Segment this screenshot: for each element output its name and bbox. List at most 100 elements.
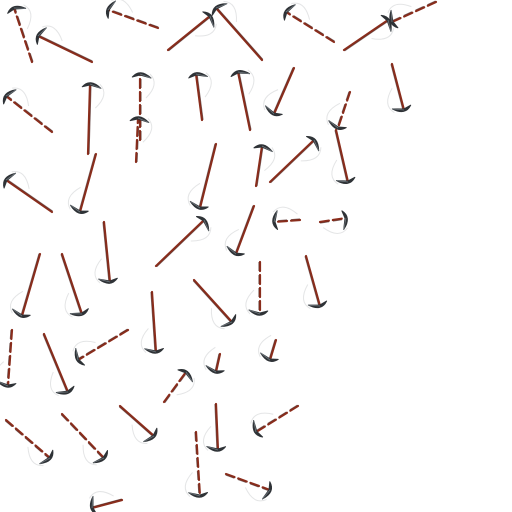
pickaxe-head-highlight — [203, 219, 210, 231]
pickaxe-handle — [272, 66, 296, 116]
pickaxe-sprite — [192, 278, 237, 330]
motion-trail — [184, 472, 193, 497]
pickaxe-head — [3, 172, 17, 189]
pickaxe-handle-shadow — [118, 406, 154, 438]
pickaxe-handle — [334, 128, 350, 184]
pickaxe-sprite — [258, 334, 279, 362]
pickaxe-head — [389, 9, 399, 29]
pickaxe-head-highlight — [70, 204, 81, 213]
pickaxe-sprite — [10, 252, 42, 318]
pickaxe-head-highlight — [273, 210, 278, 223]
pickaxe-handle-shadow — [272, 67, 294, 114]
motion-trail — [331, 159, 339, 185]
pickaxe-head-highlight — [5, 89, 17, 97]
motion-trail — [88, 491, 114, 499]
pickaxe-head — [341, 210, 348, 230]
pickaxe-head-highlight — [188, 492, 201, 497]
motion-trail — [247, 69, 255, 95]
pickaxe-handle-shadow — [273, 218, 300, 222]
pickaxe-head-highlight — [387, 19, 392, 32]
pickaxe-handle-shadow — [14, 7, 34, 62]
pickaxe-head-highlight — [343, 217, 347, 230]
pickaxe-head-highlight — [215, 3, 228, 9]
pickaxe-handle — [214, 352, 222, 374]
pickaxe-sprite — [283, 2, 336, 44]
motion-trail — [224, 228, 240, 251]
pickaxe-handle-shadow — [234, 205, 254, 254]
pickaxe-handle-shadow — [42, 334, 68, 393]
pickaxe-handle-shadow — [268, 339, 276, 360]
pickaxe-handle-shadow — [198, 143, 216, 208]
pickaxe-sprite — [268, 136, 322, 184]
motion-trail — [131, 424, 148, 444]
pickaxe-sprite — [67, 152, 98, 214]
pickaxe-sprite — [263, 66, 296, 117]
pickaxe-handle-shadow — [344, 20, 389, 52]
pickaxe-handle — [4, 418, 52, 460]
motion-trail — [244, 487, 267, 502]
pickaxe-head-highlight — [0, 381, 9, 387]
pickaxe-handle — [254, 144, 264, 188]
pickaxe-handle-shadow — [286, 10, 335, 42]
motion-trail — [82, 444, 97, 466]
motion-trail — [203, 346, 216, 371]
pickaxe-handle-shadow — [136, 118, 140, 163]
motion-trail — [23, 4, 32, 30]
pickaxe-sprite — [81, 82, 105, 156]
pickaxe-head — [69, 204, 89, 214]
pickaxe-sprite — [203, 402, 227, 452]
pickaxe-sprite — [94, 220, 118, 284]
pickaxe-handle — [42, 332, 70, 394]
pickaxe-handle — [304, 254, 322, 308]
pickaxe-sprite — [105, 0, 160, 30]
motion-trail — [187, 182, 201, 206]
pickaxe-sprite — [35, 25, 94, 64]
motion-trail — [145, 73, 155, 99]
pickaxe-handle-shadow — [38, 34, 93, 62]
pickaxe-head-highlight — [248, 309, 261, 315]
pickaxe-head — [105, 0, 116, 19]
pickaxe-sprite — [211, 0, 264, 62]
pickaxe-handle — [6, 328, 14, 388]
pickaxe-head-highlight — [308, 304, 321, 307]
pickaxe-handle-shadow — [6, 94, 53, 132]
pickaxe-handle-shadow — [270, 140, 316, 184]
motion-trail — [0, 361, 5, 367]
pickaxe-head — [205, 365, 225, 374]
pickaxe-handle — [118, 404, 156, 438]
pickaxe-handle-shadow — [255, 404, 298, 432]
pickaxe-head — [12, 308, 31, 318]
pickaxe-sprite — [4, 418, 54, 467]
pickaxe-head-highlight — [93, 457, 105, 464]
pickaxe-handle — [336, 90, 352, 130]
pickaxe-head-highlight — [139, 73, 152, 79]
pickaxe-head — [306, 136, 320, 152]
pickaxe-head — [328, 120, 347, 130]
pickaxe-sprite — [88, 491, 124, 512]
pickaxe-handle — [234, 204, 256, 256]
pickaxe-head-highlight — [328, 120, 339, 129]
pickaxe-handle-shadow — [6, 178, 53, 212]
pickaxe-handle-shadow — [6, 329, 12, 386]
motion-trail — [387, 88, 395, 113]
motion-trail — [67, 186, 81, 210]
pickaxe-handle — [198, 142, 218, 210]
motion-trail — [258, 334, 272, 358]
pickaxe-sprite — [131, 72, 155, 142]
pickaxe-head — [0, 381, 17, 388]
motion-trail — [27, 446, 44, 467]
pickaxe-handle-shadow — [216, 6, 264, 60]
pickaxe-head — [81, 82, 102, 89]
motion-trail — [72, 340, 96, 352]
pickaxe-handle-shadow — [334, 130, 348, 183]
motion-trail — [303, 284, 311, 310]
pickaxe-head-highlight — [75, 348, 79, 361]
pickaxe-handle — [20, 252, 42, 318]
pickaxe-head-highlight — [143, 435, 155, 442]
pickaxe-head-highlight — [237, 71, 250, 75]
pickaxe-head — [39, 449, 54, 465]
pickaxe-head-highlight — [260, 352, 271, 361]
pickaxe-handle — [102, 220, 112, 284]
pickaxe-sprite — [387, 62, 412, 113]
